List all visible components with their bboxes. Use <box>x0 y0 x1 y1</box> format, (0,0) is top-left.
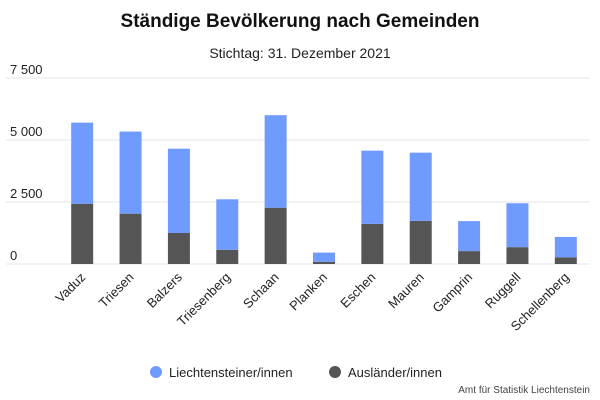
chart-credit: Amt für Statistik Liechtenstein <box>458 385 590 396</box>
bar-liechtensteiner-schaan <box>264 115 287 208</box>
bar-liechtensteiner-eschen <box>361 150 384 224</box>
x-tick-label: Mauren <box>385 270 427 312</box>
bar-liechtensteiner-ruggell <box>506 203 529 248</box>
bar-auslaender-ruggell <box>506 247 529 264</box>
bar-auslaender-schaan <box>264 207 287 264</box>
bar-auslaender-balzers <box>167 233 190 264</box>
legend-marker <box>329 366 341 378</box>
y-tick-label: 0 <box>10 248 17 263</box>
x-tick-label: Gamprin <box>429 270 475 316</box>
legend-label: Ausländer/innen <box>348 365 442 380</box>
bar-liechtensteiner-gamprin <box>458 221 481 252</box>
grid-lines <box>6 77 590 265</box>
bar-auslaender-gamprin <box>458 251 481 264</box>
bar-auslaender-vaduz <box>71 203 94 264</box>
bar-liechtensteiner-balzers <box>167 148 190 233</box>
bar-auslaender-triesen <box>119 213 142 264</box>
bars <box>71 115 577 264</box>
x-tick-label: Planken <box>286 270 330 314</box>
bar-auslaender-schellenberg <box>554 257 577 264</box>
x-tick-label: Schaan <box>240 270 282 312</box>
legend-item[interactable]: Ausländer/innen <box>329 365 442 380</box>
legend-item[interactable]: Liechtensteiner/innen <box>150 365 293 380</box>
bar-auslaender-eschen <box>361 223 384 264</box>
legend-label: Liechtensteiner/innen <box>169 365 293 380</box>
bar-auslaender-mauren <box>409 220 432 264</box>
y-tick-label: 7 500 <box>10 62 43 77</box>
y-axis-ticks: 0 2 500 5 000 7 500 <box>10 62 43 263</box>
y-tick-label: 2 500 <box>10 186 43 201</box>
x-tick-label: Vaduz <box>52 270 88 306</box>
bar-liechtensteiner-schellenberg <box>554 236 577 258</box>
bar-liechtensteiner-planken <box>313 252 335 262</box>
bar-liechtensteiner-vaduz <box>71 122 94 204</box>
chart-title: Ständige Bevölkerung nach Gemeinden <box>121 11 480 32</box>
bar-liechtensteiner-triesen <box>119 131 142 214</box>
bar-liechtensteiner-mauren <box>409 152 432 221</box>
x-tick-label: Ruggell <box>482 269 524 311</box>
x-tick-label: Eschen <box>337 270 378 311</box>
legend[interactable]: Liechtensteiner/innen Ausländer/innen <box>150 365 442 380</box>
x-tick-label: Triesen <box>96 270 137 311</box>
x-tick-label: Balzers <box>144 269 186 311</box>
bar-auslaender-triesenberg <box>216 249 239 264</box>
chart-subtitle: Stichtag: 31. Dezember 2021 <box>209 45 391 61</box>
bar-auslaender-planken <box>313 261 335 264</box>
legend-marker <box>150 366 162 378</box>
y-tick-label: 5 000 <box>10 124 43 139</box>
bar-liechtensteiner-triesenberg <box>216 199 239 250</box>
